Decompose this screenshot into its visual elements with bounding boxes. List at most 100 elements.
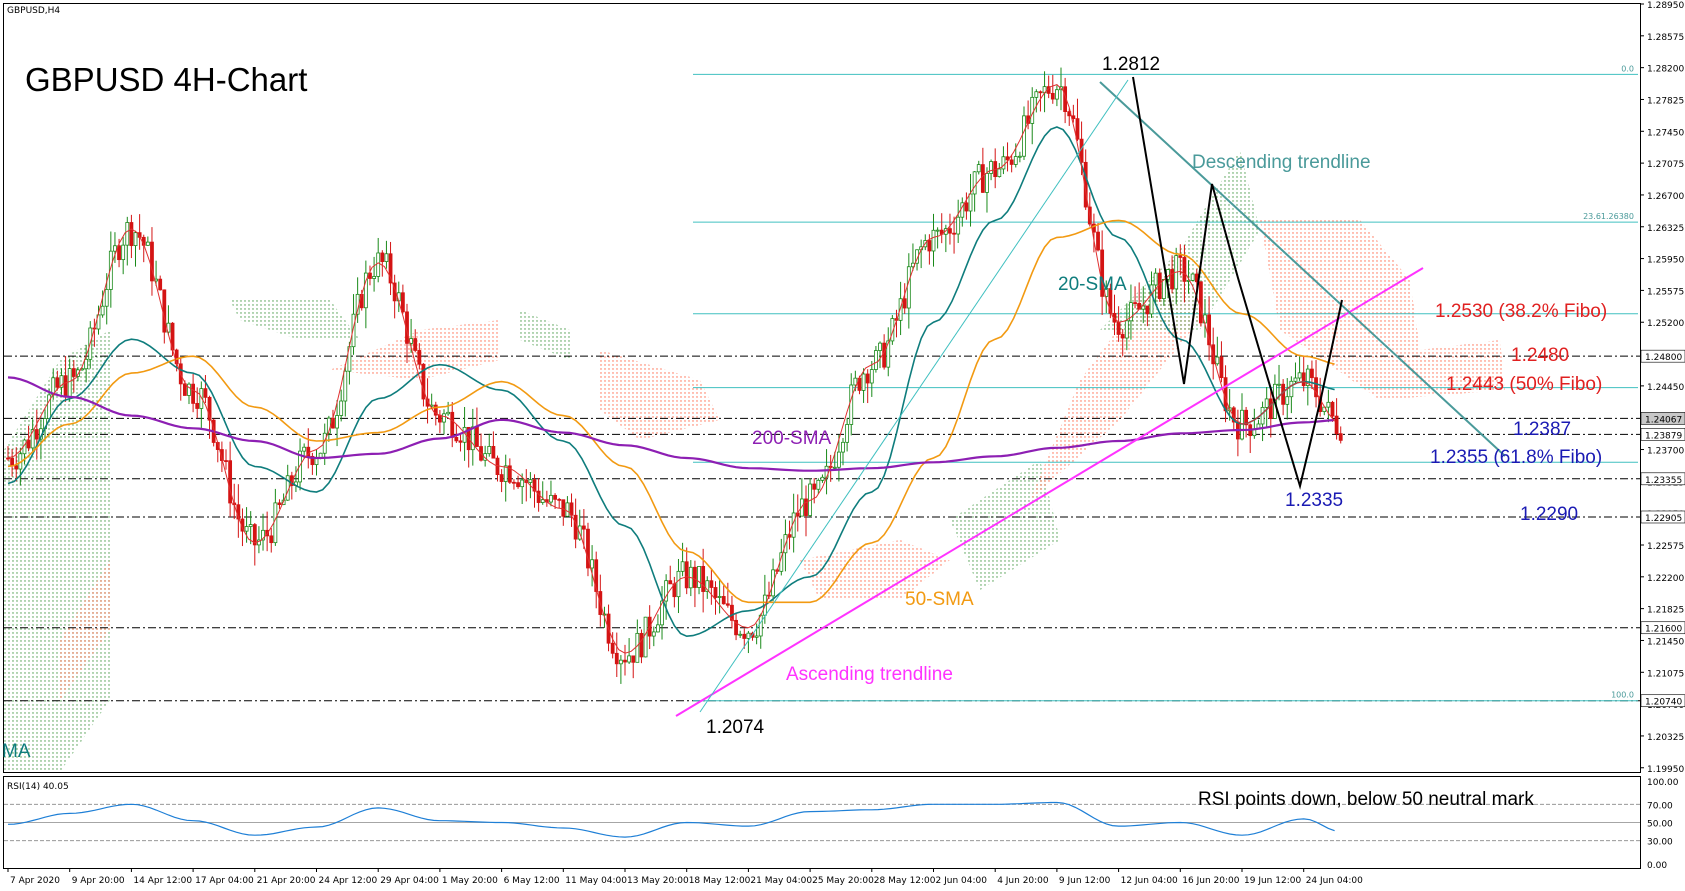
price-tick-label: 1.19950 [1647,765,1684,775]
candle-body [1071,115,1076,120]
candle-body [203,388,208,398]
candle-body [886,340,891,368]
time-tick-label: 19 Jun 12:00 [1244,876,1301,886]
level-1-2355-label: 1.2355 (61.8% Fibo) [1430,447,1602,468]
low-label: 1.2074 [706,717,765,738]
candle-body [980,164,985,193]
candle-body [1260,406,1265,425]
candle-body [1108,288,1113,314]
candle-body [252,524,257,546]
candle-body [400,292,405,313]
level-price-box [1640,510,1685,524]
level-price-label: 1.23355 [1645,476,1682,486]
candle-body [1170,269,1174,290]
fib-level-label: 100.0 [1611,691,1634,700]
candle-body [610,642,615,654]
time-tick-label: 1 May 20:00 [442,876,498,886]
candle-body [499,474,504,482]
candle-body [581,525,586,530]
candle-body [660,600,664,626]
level-price-label: 1.22905 [1645,514,1682,524]
candle-body [1215,356,1220,365]
candle-body [1289,380,1294,398]
candle-body [536,490,541,503]
time-tick-label: 6 May 12:00 [504,876,560,886]
candle-body [964,202,969,212]
level-price-box [1640,694,1685,708]
time-tick-label: 9 Apr 20:00 [72,876,125,886]
candle-body [668,580,673,585]
candle-body [1013,156,1018,165]
candle-body [1190,273,1195,281]
series-layer [7,84,1335,654]
candle-body [898,298,903,321]
candle-body [985,173,989,193]
candle-body [1001,156,1006,170]
rsi-panel-frame [3,776,1641,869]
candle-body [1297,372,1302,379]
symbol-label: GBPUSD,H4 [7,6,60,16]
candle-body [976,164,981,173]
candle-body [380,252,385,262]
time-tick-label: 12 Jun 04:00 [1121,876,1178,886]
candle-body [298,450,302,483]
candle-body [1310,368,1314,379]
candle-body [1207,314,1211,346]
time-tick-label: 4 Jun 20:00 [997,876,1049,886]
candle-body [1330,401,1335,417]
candle-body [680,561,685,572]
candle-body [738,633,743,636]
candle-body [228,460,233,504]
candle-body [754,635,759,638]
candle-body [997,168,1002,178]
candle-body [1030,96,1035,124]
series-line-20-sma [7,126,1335,638]
candle-body [627,655,632,663]
level-1-2290-label: 1.2290 [1520,504,1578,525]
candle-body [100,305,105,316]
candle-body [643,616,648,658]
candle-body [1301,372,1306,386]
candle-body [869,369,874,384]
rsi-panel: 100.00 70.00 50.00 30.00 0.00 [4,778,1679,871]
candle-body [191,383,196,404]
candle-body [906,266,911,309]
clipped-ma-label: MA [2,741,31,762]
candle-body [450,411,455,438]
level-price-label: 1.24067 [1645,415,1682,425]
price-tick-label: 1.24450 [1647,383,1684,393]
sma200-label: 200-SMA [752,428,832,449]
cloud-area [4,330,110,772]
candle-body [384,253,389,262]
time-tick-label: 29 Apr 04:00 [380,876,439,886]
candle-body [836,451,841,468]
candle-body [1338,433,1343,441]
price-tick-label: 1.21825 [1647,606,1684,616]
candle-body [565,502,570,517]
level-price-box [1640,412,1685,425]
candle-body [1182,257,1187,282]
level-1-2530-label: 1.2530 (38.2% Fibo) [1435,301,1607,322]
candle-body [1009,159,1014,165]
candle-body [150,241,154,282]
candle-body [968,193,973,212]
candle-body [108,250,113,290]
candle-body [1141,305,1146,310]
chart-title: GBPUSD 4H-Chart [25,61,307,98]
candle-body [890,318,895,342]
candle-body [623,659,627,663]
time-tick-label: 25 May 20:00 [812,876,874,886]
candle-body [561,499,566,517]
level-1-2480-label: 1.2480 [1511,345,1569,366]
rsi-note: RSI points down, below 50 neutral mark [1198,789,1534,810]
candle-body [631,655,636,663]
price-tick-label: 1.20325 [1647,733,1684,743]
candle-body [199,388,204,409]
candle-body [6,457,10,460]
price-tick-label: 1.27075 [1647,160,1684,170]
candle-body [310,455,315,466]
candle-body [989,161,993,174]
candle-body [540,499,545,503]
candle-body [1022,115,1026,157]
